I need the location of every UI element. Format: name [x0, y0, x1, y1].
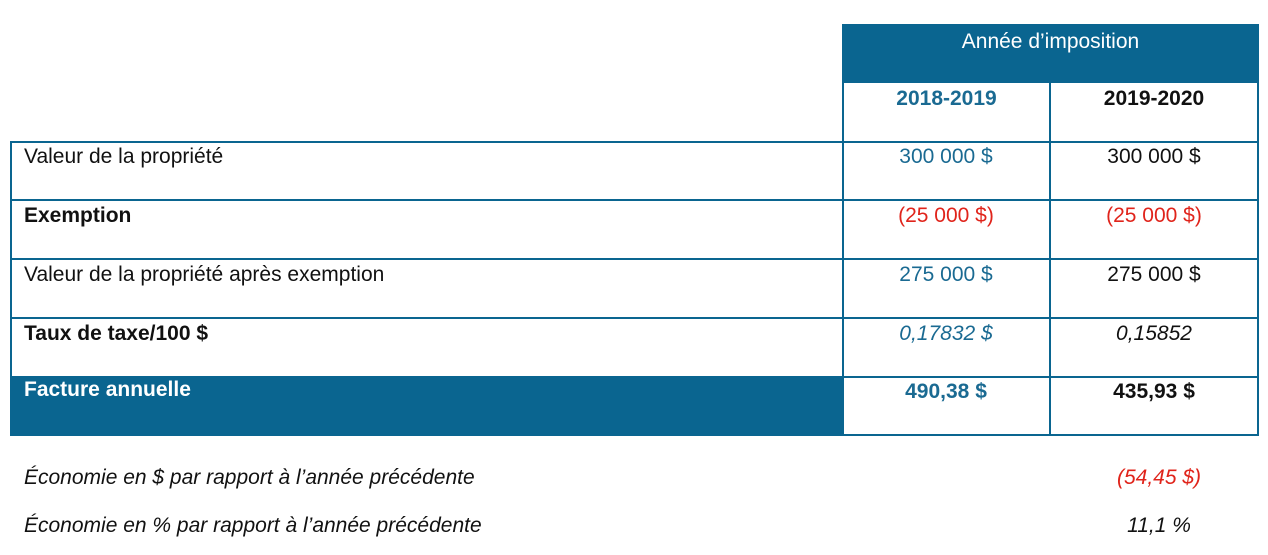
value-2018-2019: 0,17832 $ [899, 322, 993, 345]
table-row [10, 201, 1259, 260]
savings-percent-value: 11,1 % [1127, 514, 1191, 537]
column-divider [842, 141, 844, 436]
value-2019-2020: 435,93 $ [1113, 380, 1195, 403]
value-2019-2020: (25 000 $) [1106, 204, 1202, 227]
total-row-band [10, 377, 843, 436]
year-column-2018-2019: 2018-2019 [842, 83, 1051, 142]
table-row [10, 141, 1259, 201]
table-row [10, 260, 1259, 319]
value-2018-2019: 275 000 $ [899, 263, 993, 286]
year-column-2019-2020: 2019-2020 [1049, 83, 1259, 142]
value-2019-2020: 275 000 $ [1107, 263, 1201, 286]
savings-dollar-label: Économie en $ par rapport à l’année préc… [24, 466, 475, 489]
row-label-tax-rate: Taux de taxe/100 $ [24, 322, 209, 345]
table-right-border [1257, 377, 1259, 436]
value-2018-2019: 490,38 $ [905, 380, 987, 403]
row-label-exemption: Exemption [24, 204, 132, 227]
tax-year-header: Année d’imposition [961, 30, 1140, 53]
value-2018-2019: (25 000 $) [898, 204, 994, 227]
column-divider [1049, 141, 1051, 436]
row-label-annual-bill: Facture annuelle [24, 378, 191, 401]
value-2018-2019: 300 000 $ [899, 145, 993, 168]
table-bottom-border [10, 434, 1259, 436]
row-label-value-after-exemption: Valeur de la propriété après exemption [24, 263, 385, 286]
savings-dollar-value: (54,45 $) [1116, 466, 1202, 489]
savings-percent-label: Économie en % par rapport à l’année préc… [24, 514, 482, 537]
header-band [842, 24, 1259, 83]
value-2019-2020: 0,15852 [1116, 322, 1192, 345]
value-2019-2020: 300 000 $ [1107, 145, 1201, 168]
row-label-property-value: Valeur de la propriété [24, 145, 224, 168]
